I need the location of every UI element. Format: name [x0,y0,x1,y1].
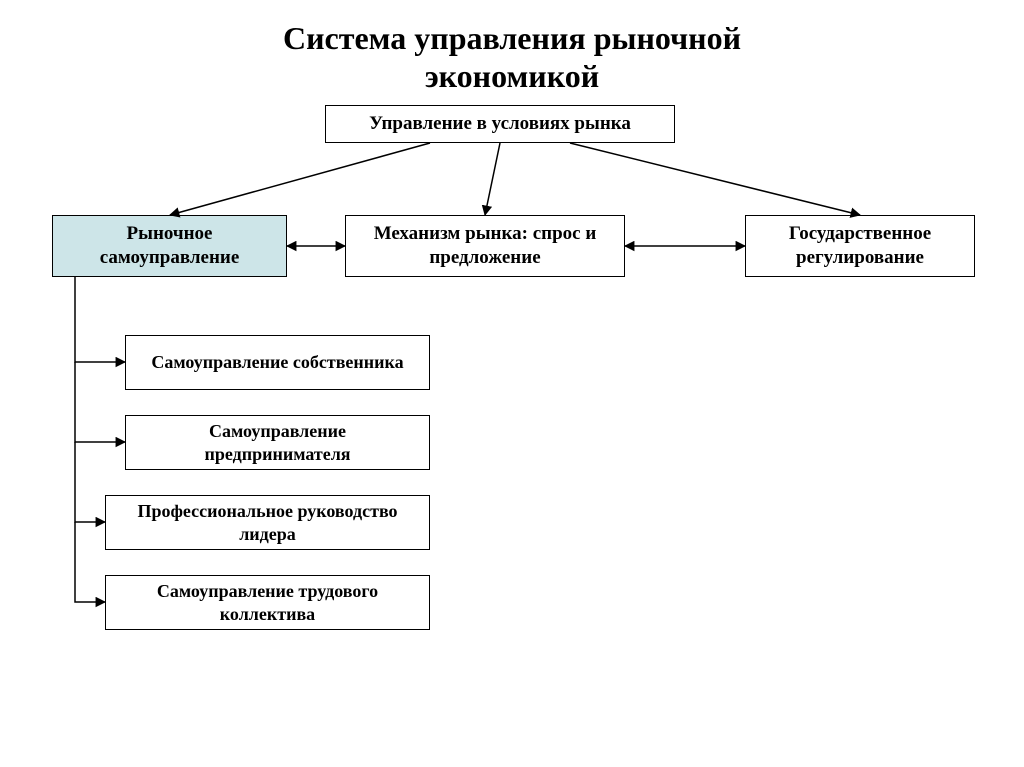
node-child-1: Самоуправление собственника [125,335,430,390]
node-mid: Механизм рынка: спрос и предложение [345,215,625,277]
node-child-4: Самоуправление трудового коллектива [105,575,430,630]
diagram-title-line1: Система управления рыночной [0,20,1024,57]
node-child-3: Профессиональное руководство лидера [105,495,430,550]
node-left: Рыночное самоуправление [52,215,287,277]
node-child-2: Самоуправление предпринимателя [125,415,430,470]
diagram-title-line2: экономикой [0,58,1024,95]
node-top: Управление в условиях рынка [325,105,675,143]
node-right: Государственное регулирование [745,215,975,277]
